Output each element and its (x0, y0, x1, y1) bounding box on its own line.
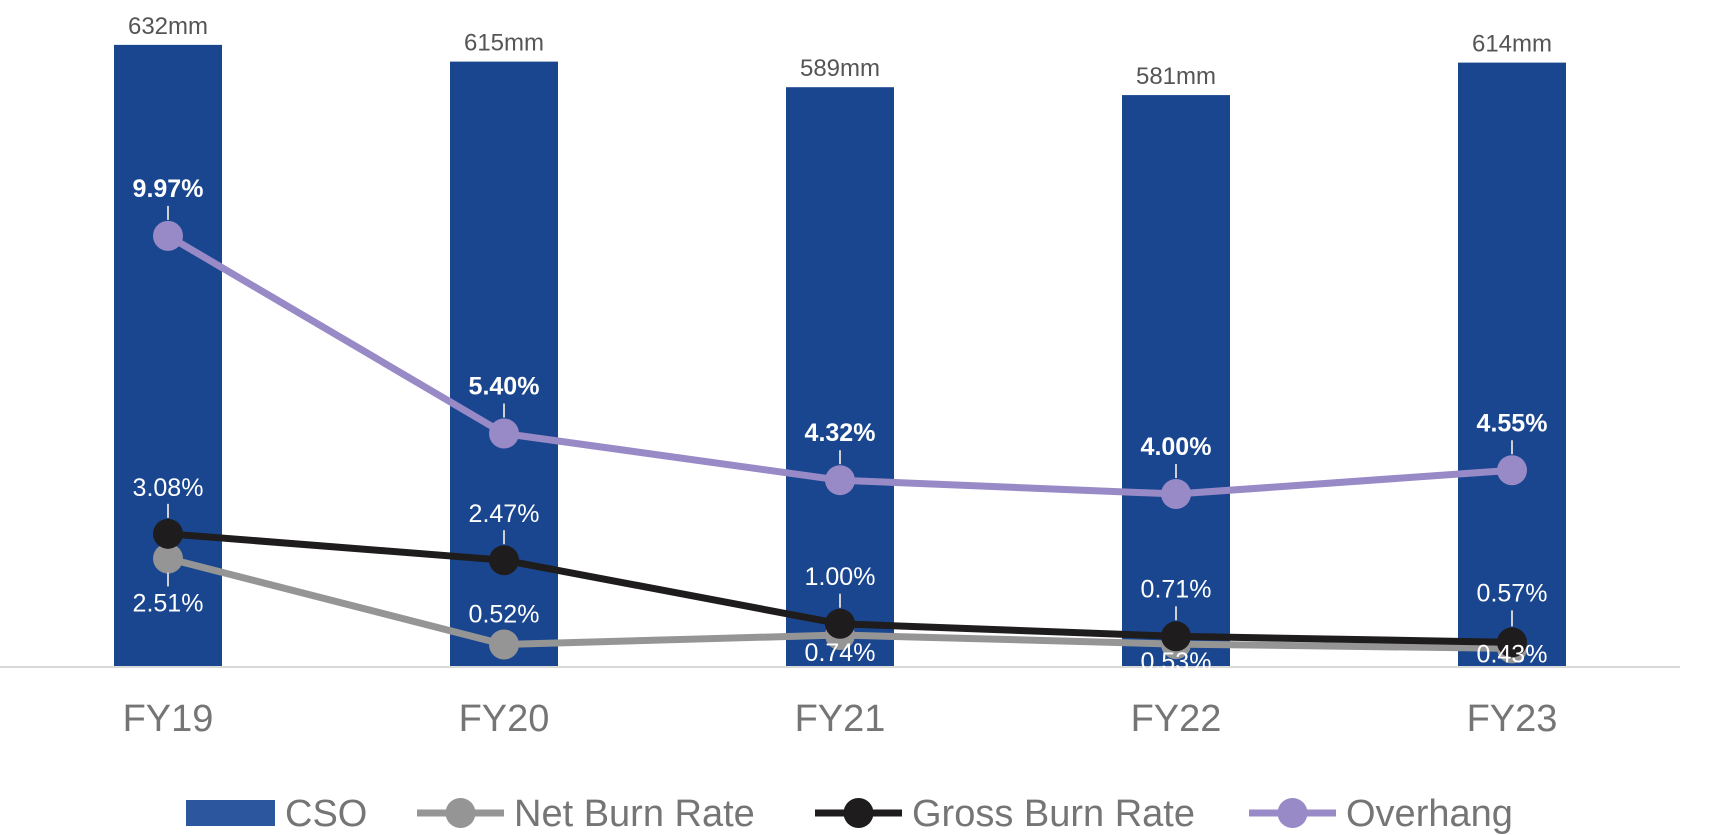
x-axis-ticks: FY19 FY20 FY21 FY22 FY23 (123, 698, 1558, 740)
net-burn-rate-point-fy19 (153, 543, 183, 574)
overhang-point-fy20 (489, 418, 519, 449)
gross-burn-rate-label-fy19: 3.08% (133, 474, 204, 502)
gross-burn-rate-point-fy22 (1161, 621, 1191, 652)
rate-lines (153, 220, 1527, 664)
x-tick-fy22: FY22 (1131, 698, 1222, 740)
legend-marker-overhang (1277, 798, 1308, 828)
overhang-point-fy23 (1497, 455, 1527, 486)
cso-label-fy19: 632mm (128, 13, 208, 40)
cso-label-fy23: 614mm (1472, 31, 1552, 58)
net-burn-rate-label-fy22: 0.53% (1141, 648, 1212, 676)
gross-burn-rate-point-fy21 (825, 608, 855, 639)
x-tick-fy23: FY23 (1467, 698, 1558, 740)
overhang-point-fy19 (153, 220, 183, 251)
legend-marker-gross-burn-rate (843, 798, 874, 828)
cso-bar-fy23 (1458, 62, 1566, 667)
overhang-point-fy22 (1161, 479, 1191, 510)
net-burn-rate-point-fy20 (489, 629, 519, 660)
legend-label-gross-burn-rate: Gross Burn Rate (912, 793, 1195, 835)
gross-burn-rate-point-fy23 (1497, 627, 1527, 658)
net-burn-rate-label-fy21: 0.74% (805, 639, 876, 667)
net-burn-rate-label-fy23: 0.43% (1477, 640, 1548, 668)
legend-marker-net-burn-rate (445, 798, 476, 828)
x-tick-fy20: FY20 (459, 698, 550, 740)
legend-label-cso: CSO (285, 793, 367, 835)
x-tick-fy21: FY21 (795, 698, 886, 740)
overhang-label-fy22: 4.00% (1141, 433, 1212, 461)
cso-label-fy22: 581mm (1136, 63, 1216, 90)
gross-burn-rate-label-fy21: 1.00% (805, 563, 876, 591)
cso-bars (114, 44, 1566, 667)
gross-burn-rate-point-fy20 (489, 545, 519, 576)
overhang-point-fy21 (825, 465, 855, 496)
net-burn-rate-label-fy20: 0.52% (469, 601, 540, 629)
cso-label-fy20: 615mm (464, 30, 544, 57)
gross-burn-rate-label-fy20: 2.47% (469, 500, 540, 528)
legend-swatch-cso (186, 800, 275, 826)
net-burn-rate-label-fy19: 2.51% (133, 589, 204, 617)
cso-bar-fy22 (1122, 95, 1230, 667)
legend-label-net-burn-rate: Net Burn Rate (514, 793, 755, 835)
gross-burn-rate-label-fy22: 0.71% (1141, 575, 1212, 603)
overhang-label-fy23: 4.55% (1477, 409, 1548, 437)
overhang-label-fy19: 9.97% (133, 175, 204, 203)
gross-burn-rate-label-fy23: 0.57% (1477, 579, 1548, 607)
gross-burn-rate-point-fy19 (153, 518, 183, 549)
cso-bar-fy20 (450, 61, 558, 667)
legend: CSO Net Burn Rate Gross Burn Rate Overhang (186, 793, 1513, 835)
overhang-label-fy20: 5.40% (469, 372, 540, 400)
data-labels: 632mm 615mm 589mm 581mm 614mm 2.51% 0.52% 0.74%… (128, 13, 1552, 676)
cso-bar-fy21 (786, 87, 894, 667)
cso-label-fy21: 589mm (800, 55, 880, 82)
x-tick-fy19: FY19 (123, 698, 214, 740)
overhang-label-fy21: 4.32% (805, 419, 876, 447)
legend-label-overhang: Overhang (1346, 793, 1513, 835)
